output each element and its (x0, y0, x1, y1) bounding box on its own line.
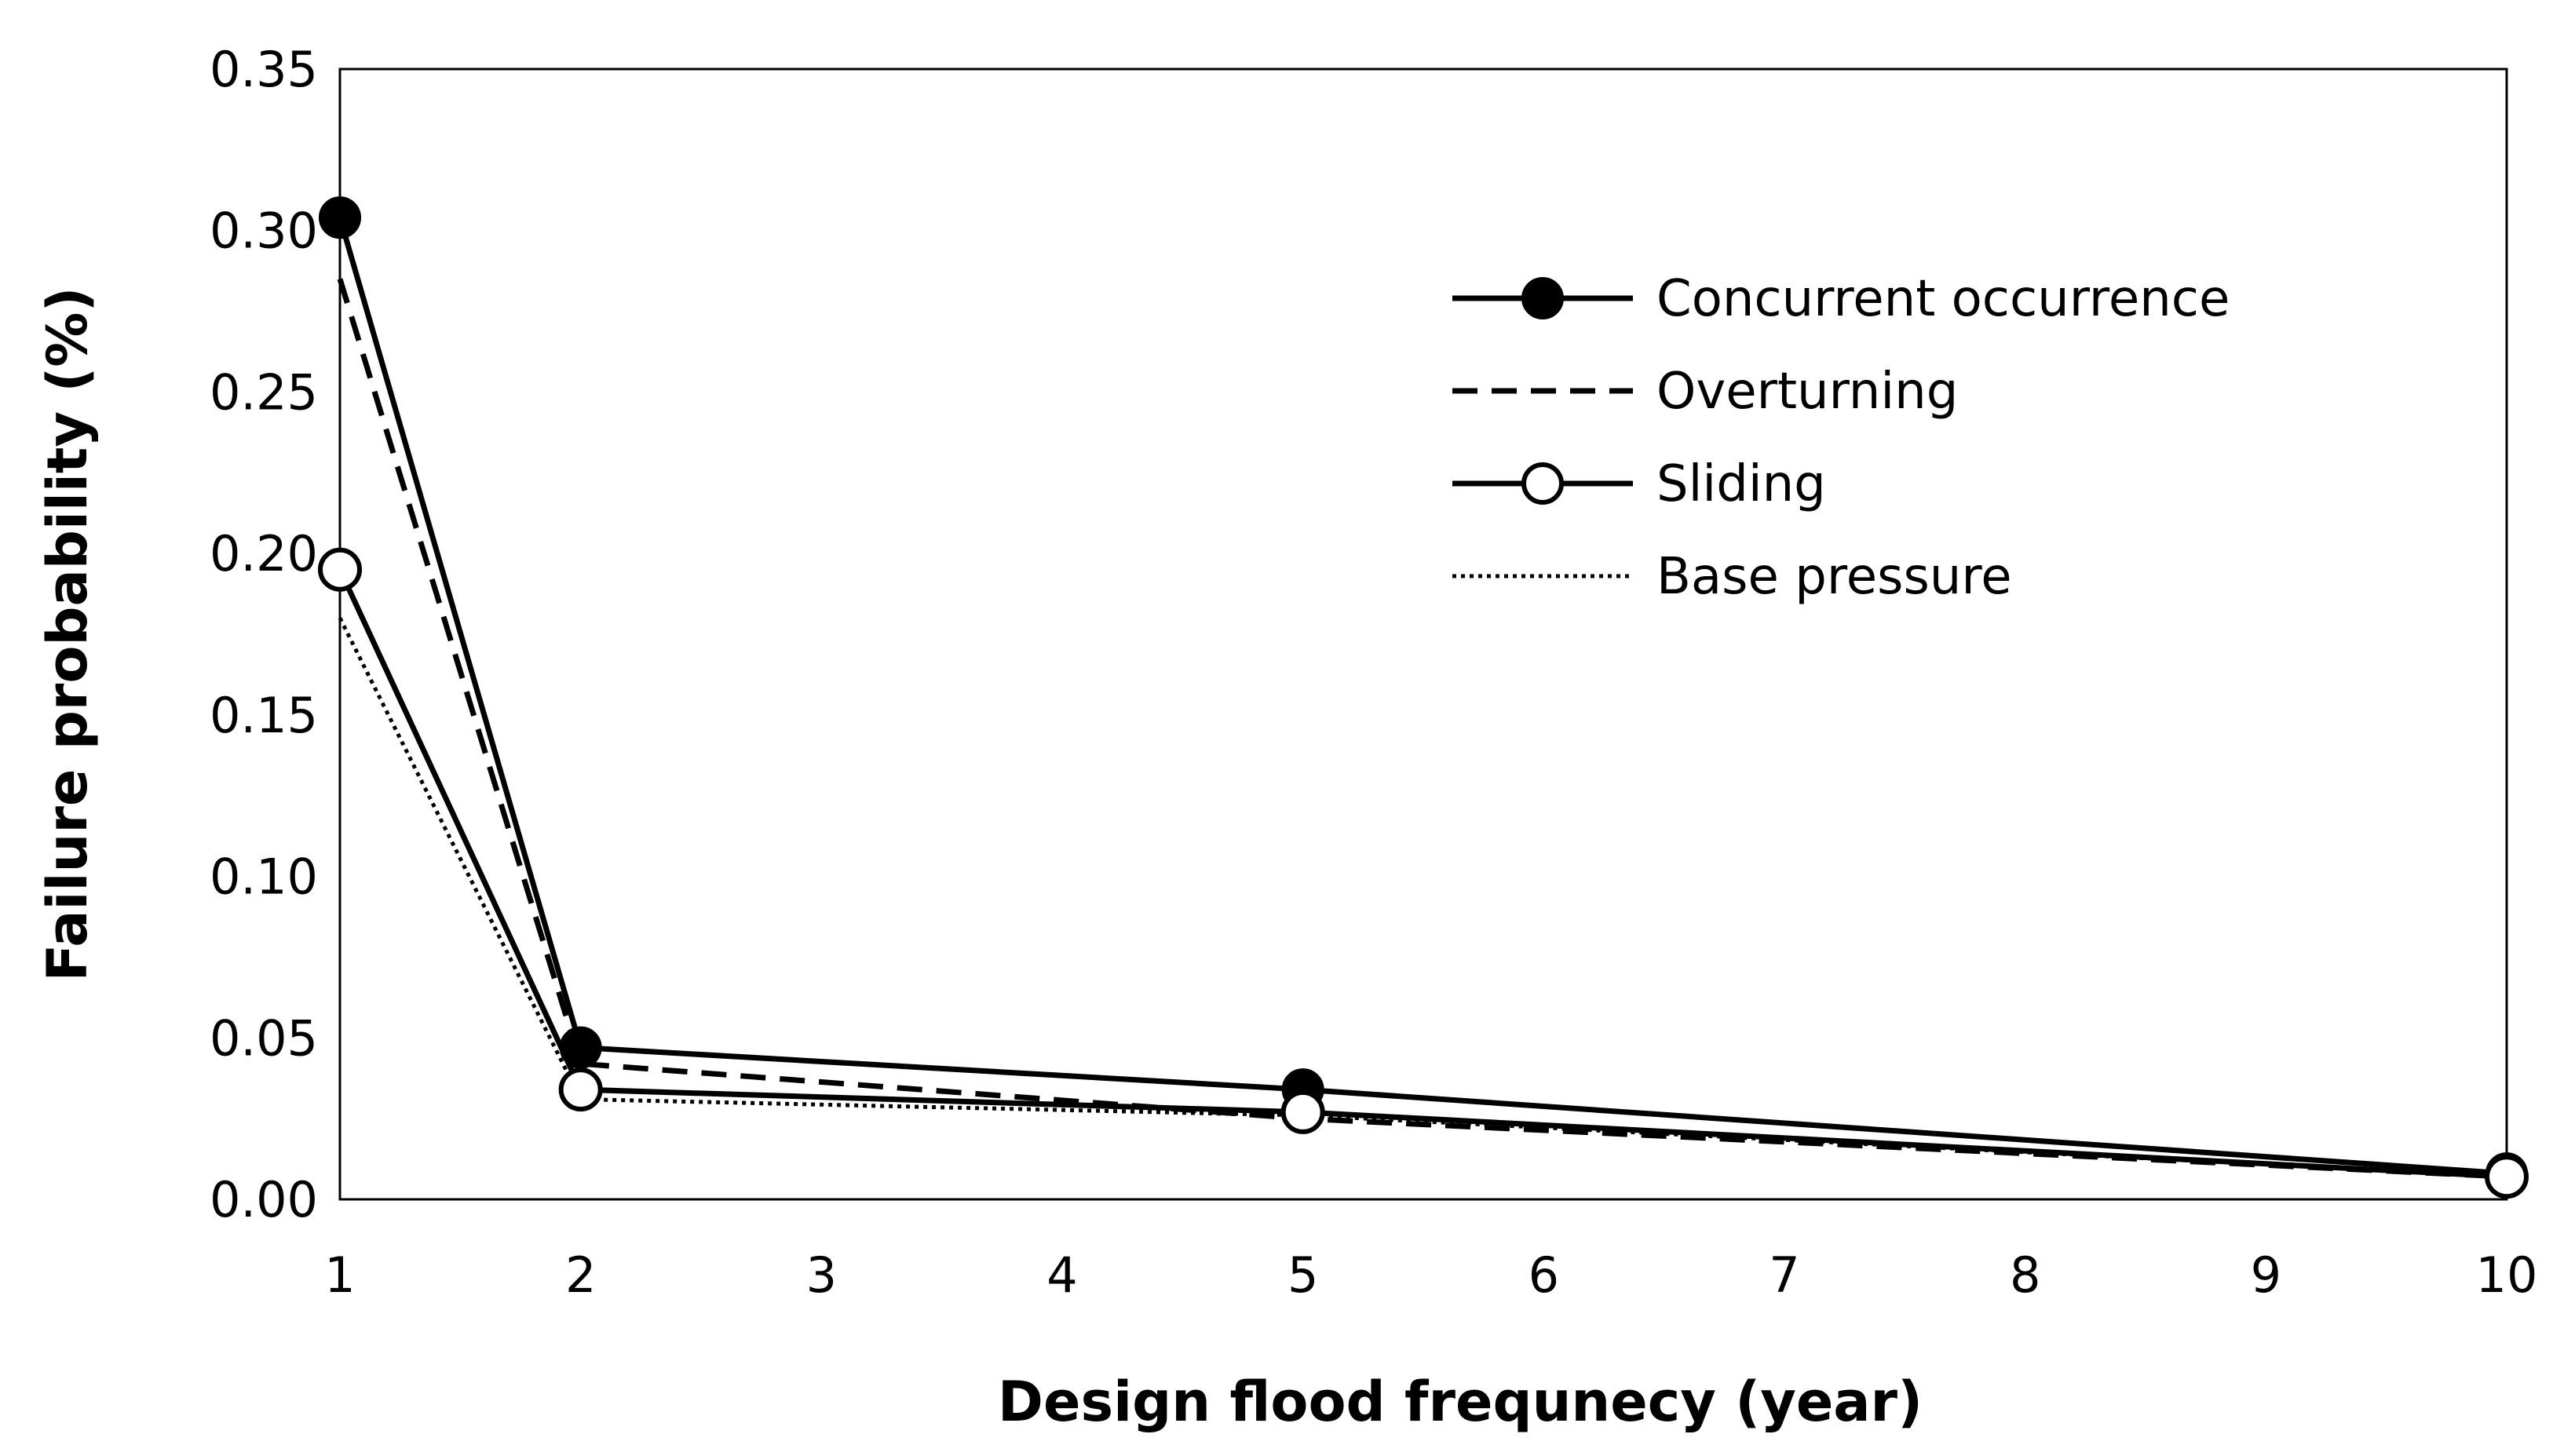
y-axis-tick-labels: 0.00 0.05 0.10 0.15 0.20 0.25 0.30 0.35 (210, 41, 318, 1228)
x-tick-label: 10 (2476, 1246, 2538, 1304)
data-point-concurrent-occurrence (559, 1026, 602, 1069)
x-axis-tick-labels: 1 2 3 4 5 6 7 8 9 10 (324, 1246, 2537, 1304)
x-tick-label: 4 (1046, 1246, 1077, 1304)
legend-label: Concurrent occurrence (1656, 270, 2230, 328)
legend: Concurrent occurrence Overturning Sliding B… (1452, 270, 2230, 606)
data-point-sliding (2485, 1155, 2529, 1199)
y-tick-label: 0.30 (210, 203, 318, 260)
x-tick-label: 8 (2010, 1246, 2040, 1304)
series-line-sliding (337, 568, 2507, 1180)
y-tick-label: 0.20 (210, 525, 318, 582)
data-point-concurrent-occurrence (319, 196, 361, 239)
series-markers (318, 196, 2529, 1199)
x-tick-label: 1 (324, 1246, 355, 1304)
data-point-sliding (558, 1067, 603, 1112)
legend-label: Base pressure (1656, 548, 2012, 606)
y-tick-label: 0.10 (210, 848, 318, 906)
y-tick-label: 0.00 (210, 1171, 318, 1228)
x-tick-label: 3 (806, 1246, 837, 1304)
data-point-sliding (1280, 1089, 1325, 1134)
x-tick-label: 5 (1287, 1246, 1318, 1304)
series-line-base-pressure (338, 617, 2507, 1179)
x-tick-label: 6 (1529, 1246, 1559, 1304)
y-tick-label: 0.35 (210, 41, 318, 98)
series-line-concurrent-occurrence (337, 217, 2507, 1177)
legend-label: Sliding (1656, 455, 1826, 513)
y-axis-title: Failure probability (%) (35, 287, 100, 982)
legend-label: Overturning (1656, 363, 1958, 421)
series-lines (337, 217, 2507, 1180)
x-tick-label: 2 (565, 1246, 596, 1304)
x-tick-label: 9 (2251, 1246, 2281, 1304)
legend-marker (1521, 277, 1564, 319)
x-tick-label: 7 (1769, 1246, 1799, 1304)
legend-marker (1521, 462, 1564, 505)
y-tick-label: 0.25 (210, 363, 318, 421)
series-line-overturning (337, 278, 2507, 1180)
y-tick-label: 0.05 (210, 1009, 318, 1067)
x-axis-title: Design flood frequnecy (year) (998, 1370, 1923, 1434)
data-point-sliding (318, 547, 362, 592)
plot-area-frame (338, 68, 2508, 1201)
y-tick-label: 0.15 (210, 687, 318, 744)
